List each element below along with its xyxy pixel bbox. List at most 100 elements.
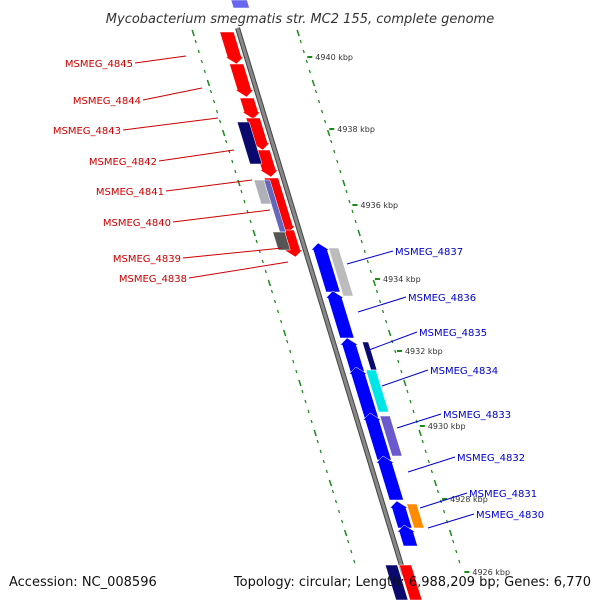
inner-scale-tick [252,229,256,237]
inner-scale-tick [243,199,246,204]
inner-scale-tick [200,59,203,64]
gene-block-msmeg-4830 [396,524,418,547]
gene-block-bottom-red [398,564,423,600]
inner-scale-tick [249,219,252,224]
inner-scale-tick [276,309,280,314]
outer-scale-tick [452,539,455,544]
gene-leader-line [357,296,407,313]
outer-scale-tick [394,349,397,354]
outer-scale-tick [436,489,440,494]
kbp-label: 4932 kbp [405,347,443,356]
inner-scale-tick [343,529,348,537]
outer-scale-tick [448,529,453,537]
inner-scale-tick [301,389,304,394]
inner-scale-tick [319,449,322,454]
outer-scale-tick [326,129,331,137]
outer-scale-tick [357,229,361,237]
outer-scale-tick [455,549,458,554]
outer-scale-tick [363,249,366,254]
inner-scale-tick [282,329,287,337]
kbp-label: 4938 kbp [337,125,375,134]
outer-scale-tick [406,389,409,394]
gene-leader-line [427,513,475,529]
gene-label-msmeg-4835: MSMEG_4835 [419,328,487,339]
inner-scale-tick [347,539,350,544]
gene-label-msmeg-4842: MSMEG_4842 [89,157,157,168]
tick-ring-layer [191,29,461,564]
outer-scale-tick [424,449,427,454]
inner-scale-tick [212,99,216,104]
inner-scale-tick [264,269,267,274]
outer-scale-tick [348,199,351,204]
gene-leader-line [134,55,187,64]
gene-leader-line [419,492,468,509]
inner-scale-tick [304,399,307,404]
outer-scale-tick [299,39,302,44]
gene-block-navy-stripe [361,341,378,371]
inner-scale-tick [286,339,289,344]
gene-leader-line [122,117,219,131]
gene-label-msmeg-4838: MSMEG_4838 [119,274,187,285]
inner-scale-tick [280,319,283,324]
outer-scale-tick [311,79,316,87]
outer-scale-tick [360,239,363,244]
gene-leader-line [407,456,456,473]
gene-block-msmeg-4843 [239,97,261,120]
gene-leader-line [172,209,271,223]
inner-scale-tick [267,279,272,287]
inner-scale-tick [194,39,197,44]
inner-scale-tick [234,169,237,174]
inner-scale-tick [322,459,325,464]
gene-label-msmeg-4834: MSMEG_4834 [430,366,498,377]
kbp-label: 4926 kbp [472,568,510,577]
gene-leader-line [188,261,289,279]
outer-scale-tick [366,259,369,264]
gene-label-msmeg-4831: MSMEG_4831 [469,489,537,500]
gene-block-orange [406,503,425,529]
inner-scale-tick [240,189,243,194]
inner-scale-tick [334,499,338,504]
outer-scale-tick [342,179,346,187]
gene-label-msmeg-4836: MSMEG_4836 [408,293,476,304]
inner-scale-tick [221,129,226,137]
inner-scale-tick [353,559,356,564]
outer-scale-tick [403,379,407,387]
outer-scale-tick [421,439,424,444]
gene-block-light-gray [328,247,354,297]
inner-scale-tick [215,109,219,114]
inner-scale-tick [328,479,333,487]
outer-scale-tick [333,149,336,154]
outer-scale-tick [372,279,377,287]
kbp-label: 4936 kbp [360,201,398,210]
outer-scale-tick [351,209,354,214]
outer-scale-tick [412,409,415,414]
gene-block-cyan [365,369,390,413]
outer-scale-tick [354,219,357,224]
inner-scale-tick [295,369,298,374]
outer-scale-tick [397,359,400,364]
gene-label-msmeg-4832: MSMEG_4832 [457,453,525,464]
inner-scale-tick [255,239,258,244]
outer-scale-tick [296,29,300,37]
gene-block-purple [379,415,403,457]
outer-scale-tick [336,159,339,164]
gene-block-msmeg-4841 [255,149,279,178]
gene-label-msmeg-4837: MSMEG_4837 [395,247,463,258]
outer-scale-tick [375,289,379,294]
inner-scale-tick [197,49,200,54]
outer-scale-tick [339,169,342,174]
label-layer: 4940 kbp 4938 kbp 4936 kbp 4934 kbp 4932 kbp… [53,53,544,577]
gene-block-slate [263,179,287,233]
outer-scale-tick [442,509,446,514]
outer-scale-tick [427,459,430,464]
inner-scale-tick [270,289,274,294]
gene-leader-line [158,149,235,162]
gene-label-msmeg-4841: MSMEG_4841 [96,187,164,198]
gene-leader-line [346,250,394,265]
outer-scale-tick [430,469,433,474]
gene-block-msmeg-4845 [219,31,244,65]
gene-label-msmeg-4844: MSMEG_4844 [73,96,141,107]
outer-scale-tick [418,429,422,437]
inner-scale-tick [310,419,313,424]
